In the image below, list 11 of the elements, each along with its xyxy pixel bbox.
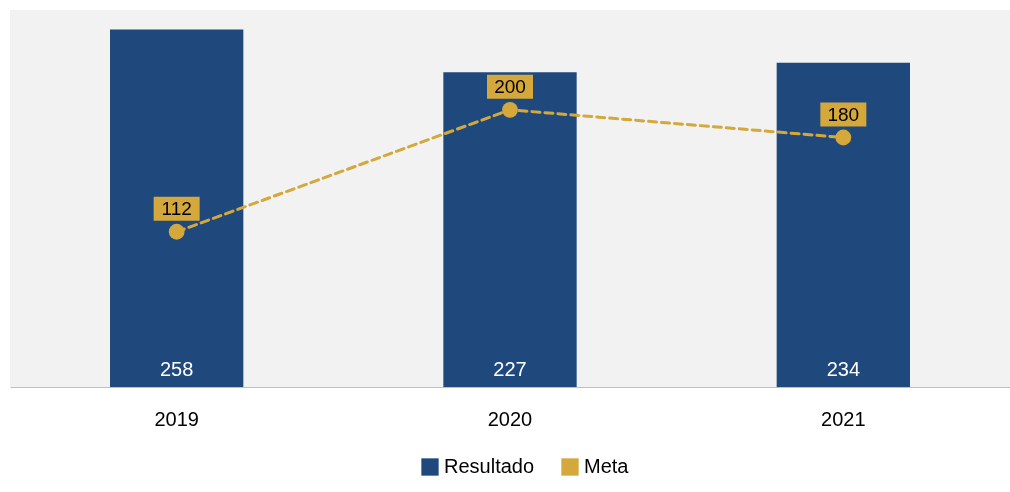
legend-label: Meta [584, 455, 630, 477]
data-label: 180 [827, 103, 860, 125]
legend-label: Resultado [444, 455, 535, 477]
x-tick-label: 2019 [154, 407, 199, 430]
x-tick-label: 2020 [487, 407, 533, 430]
data-label: 112 [161, 197, 192, 219]
data-label: 234 [826, 358, 861, 380]
x-tick-label: 2021 [821, 407, 866, 430]
data-label: 258 [159, 358, 194, 380]
data-label: 200 [494, 75, 526, 97]
data-label: 227 [493, 358, 527, 380]
